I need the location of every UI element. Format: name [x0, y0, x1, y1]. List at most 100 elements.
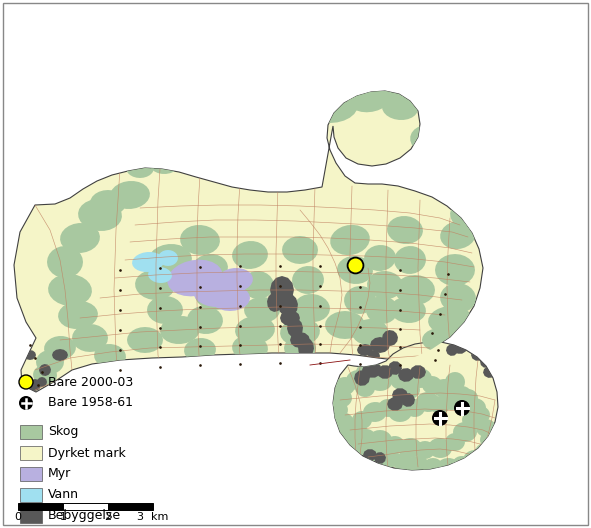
Polygon shape	[480, 356, 492, 368]
Text: 0: 0	[15, 512, 21, 522]
Polygon shape	[348, 435, 372, 455]
Circle shape	[432, 410, 448, 426]
Polygon shape	[346, 370, 370, 390]
Polygon shape	[78, 199, 122, 231]
Polygon shape	[335, 377, 355, 395]
Polygon shape	[393, 453, 413, 471]
Polygon shape	[378, 399, 398, 417]
Polygon shape	[422, 376, 442, 394]
Polygon shape	[356, 362, 384, 382]
Point	[350, 261, 360, 269]
Polygon shape	[450, 200, 490, 230]
Polygon shape	[180, 225, 220, 255]
Polygon shape	[195, 280, 235, 310]
Polygon shape	[47, 246, 83, 278]
Bar	[63, 503, 108, 510]
Polygon shape	[235, 316, 275, 344]
Polygon shape	[337, 256, 373, 284]
Polygon shape	[282, 236, 318, 264]
Polygon shape	[382, 330, 398, 346]
Polygon shape	[339, 426, 359, 444]
Polygon shape	[348, 84, 392, 112]
Bar	[18, 503, 63, 510]
Polygon shape	[453, 422, 477, 442]
Polygon shape	[302, 87, 358, 123]
Polygon shape	[367, 271, 403, 299]
Polygon shape	[220, 131, 259, 159]
Polygon shape	[453, 342, 467, 354]
Polygon shape	[470, 406, 490, 424]
Polygon shape	[430, 396, 450, 414]
Polygon shape	[192, 254, 228, 282]
Polygon shape	[344, 286, 376, 314]
Polygon shape	[363, 449, 377, 461]
Polygon shape	[284, 336, 316, 360]
Polygon shape	[392, 388, 408, 402]
Polygon shape	[480, 431, 500, 449]
Polygon shape	[377, 365, 393, 379]
Polygon shape	[126, 158, 154, 178]
Polygon shape	[394, 246, 426, 274]
Polygon shape	[210, 285, 250, 311]
Polygon shape	[33, 365, 57, 385]
Polygon shape	[294, 294, 330, 322]
Polygon shape	[90, 190, 126, 216]
Polygon shape	[110, 181, 150, 209]
Polygon shape	[432, 379, 456, 397]
Polygon shape	[440, 390, 464, 410]
Polygon shape	[415, 441, 435, 459]
Bar	[20, 467, 42, 481]
Polygon shape	[184, 338, 216, 362]
Polygon shape	[330, 412, 354, 432]
Polygon shape	[428, 306, 472, 334]
Polygon shape	[352, 411, 372, 429]
Polygon shape	[365, 83, 405, 107]
Polygon shape	[280, 318, 320, 346]
Text: Vann: Vann	[48, 488, 79, 502]
Polygon shape	[36, 350, 64, 374]
Polygon shape	[362, 362, 382, 378]
Polygon shape	[39, 364, 51, 376]
Circle shape	[19, 396, 33, 410]
Polygon shape	[292, 266, 324, 294]
Polygon shape	[343, 420, 367, 440]
Polygon shape	[278, 293, 298, 317]
Polygon shape	[443, 174, 487, 206]
Polygon shape	[471, 350, 485, 361]
Polygon shape	[158, 250, 178, 266]
Polygon shape	[182, 142, 218, 168]
Text: 2: 2	[105, 512, 112, 522]
Circle shape	[19, 375, 33, 389]
Polygon shape	[132, 252, 164, 272]
Polygon shape	[390, 297, 426, 323]
Polygon shape	[416, 392, 440, 412]
Text: Bare 2000-03: Bare 2000-03	[48, 375, 133, 389]
Text: 3  km: 3 km	[137, 512, 168, 522]
Polygon shape	[94, 344, 126, 368]
Polygon shape	[354, 370, 370, 386]
Polygon shape	[340, 82, 370, 102]
Polygon shape	[357, 344, 373, 356]
Polygon shape	[48, 274, 92, 306]
Polygon shape	[440, 283, 476, 313]
Polygon shape	[187, 306, 223, 334]
Polygon shape	[387, 216, 423, 244]
Polygon shape	[290, 332, 310, 348]
Polygon shape	[445, 372, 465, 392]
Polygon shape	[452, 386, 472, 404]
Text: Bare 1958-61: Bare 1958-61	[48, 397, 133, 410]
Polygon shape	[390, 370, 414, 390]
Polygon shape	[405, 399, 425, 417]
Polygon shape	[410, 365, 426, 379]
Polygon shape	[167, 260, 223, 296]
Polygon shape	[149, 150, 181, 174]
Polygon shape	[148, 244, 192, 276]
Polygon shape	[280, 310, 300, 326]
Polygon shape	[382, 96, 418, 120]
Polygon shape	[398, 438, 422, 458]
Polygon shape	[147, 296, 183, 324]
Polygon shape	[452, 456, 472, 474]
Polygon shape	[374, 452, 386, 464]
Bar	[20, 446, 42, 460]
Polygon shape	[408, 368, 432, 388]
